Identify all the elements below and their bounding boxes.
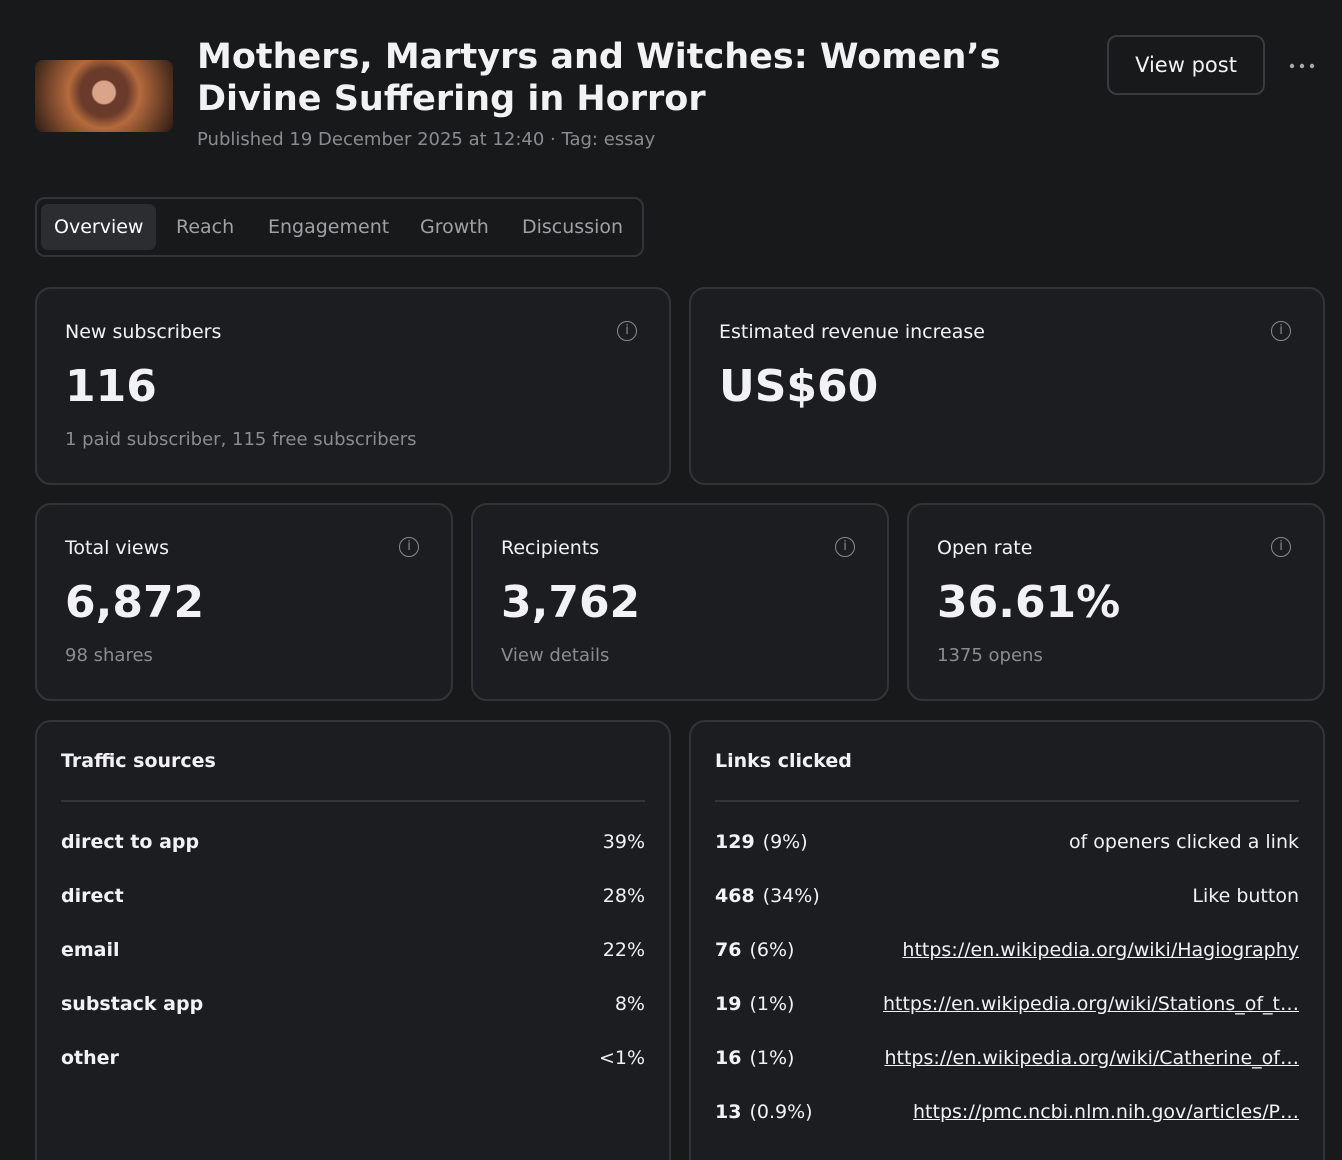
info-icon[interactable]: i bbox=[617, 321, 637, 341]
click-count: 468 (34%) bbox=[715, 881, 820, 911]
source-name: direct bbox=[61, 885, 124, 907]
stat-value: 116 bbox=[65, 361, 157, 412]
list-row: direct to app 39% bbox=[61, 827, 645, 857]
divider bbox=[715, 800, 1299, 802]
source-share: 8% bbox=[614, 993, 645, 1015]
tab[interactable]: Engagement bbox=[268, 216, 390, 238]
stat-label: New subscribers bbox=[65, 321, 222, 343]
click-count: 13 (0.9%) bbox=[715, 1097, 813, 1127]
traffic-card: Traffic sources direct to app 39% direct 28%… bbox=[35, 720, 671, 1160]
stat-card: Open rate 36.61% 1375 opens i bbox=[907, 503, 1325, 701]
list-row: 13 (0.9%) https://pmc.ncbi.nlm.nih.gov/art… bbox=[715, 1097, 1299, 1127]
stat-note: 1375 opens bbox=[937, 645, 1043, 666]
stat-note: 98 shares bbox=[65, 645, 153, 666]
list-row: 16 (1%) https://en.wikipedia.org/wiki/Cath… bbox=[715, 1043, 1299, 1073]
link-url[interactable]: https://en.wikipedia.org/wiki/Catherine_… bbox=[884, 1047, 1299, 1069]
stat-label: Open rate bbox=[937, 537, 1033, 559]
percent: (6%) bbox=[749, 939, 795, 961]
list-row: substack app 8% bbox=[61, 989, 645, 1019]
count: 19 bbox=[715, 993, 742, 1015]
stat-card: Total views 6,872 98 shares i bbox=[35, 503, 453, 701]
card-title: Links clicked bbox=[715, 750, 852, 772]
post-title: Mothers, Martyrs and Witches: Women’s Di… bbox=[197, 37, 1001, 119]
stat-card: Estimated revenue increase US$60 i bbox=[689, 287, 1325, 485]
info-icon[interactable]: i bbox=[399, 537, 419, 557]
divider bbox=[61, 800, 645, 802]
percent: (34%) bbox=[762, 885, 820, 907]
stat-value: 36.61% bbox=[937, 577, 1121, 628]
stat-label: Recipients bbox=[501, 537, 600, 559]
stat-card: New subscribers 116 1 paid subscriber, 115… bbox=[35, 287, 671, 485]
count: 16 bbox=[715, 1047, 742, 1069]
list-row: 129 (9%) of openers clicked a link bbox=[715, 827, 1299, 857]
info-icon[interactable]: i bbox=[1271, 537, 1291, 557]
link-url[interactable]: https://pmc.ncbi.nlm.nih.gov/articles/P… bbox=[913, 1101, 1299, 1123]
link-label: Like button bbox=[1192, 885, 1299, 907]
percent: (0.9%) bbox=[749, 1101, 813, 1123]
links-card: Links clicked 129 (9%) of openers clicked a… bbox=[689, 720, 1325, 1160]
source-share: 22% bbox=[602, 939, 645, 961]
source-name: direct to app bbox=[61, 831, 200, 853]
source-share: <1% bbox=[598, 1047, 645, 1069]
stat-note[interactable]: View details bbox=[501, 645, 610, 666]
view-post-button[interactable]: View post bbox=[1107, 35, 1265, 95]
more-menu-button[interactable] bbox=[1286, 52, 1318, 80]
percent: (9%) bbox=[762, 831, 808, 853]
tab[interactable]: Reach bbox=[176, 216, 235, 238]
click-count: 76 (6%) bbox=[715, 935, 794, 965]
stat-label: Total views bbox=[65, 537, 170, 559]
card-title: Traffic sources bbox=[61, 750, 216, 772]
post-meta: Published 19 December 2025 at 12:40 · Ta… bbox=[197, 129, 656, 150]
list-row: 468 (34%) Like button bbox=[715, 881, 1299, 911]
list-row: 76 (6%) https://en.wikipedia.org/wiki/Hagi… bbox=[715, 935, 1299, 965]
percent: (1%) bbox=[749, 993, 795, 1015]
list-row: 19 (1%) https://en.wikipedia.org/wiki/Stat… bbox=[715, 989, 1299, 1019]
list-row: other <1% bbox=[61, 1043, 645, 1073]
stat-label: Estimated revenue increase bbox=[719, 321, 985, 343]
info-icon[interactable]: i bbox=[835, 537, 855, 557]
click-count: 129 (9%) bbox=[715, 827, 808, 857]
list-row: email 22% bbox=[61, 935, 645, 965]
link-label: of openers clicked a link bbox=[1068, 831, 1299, 853]
percent: (1%) bbox=[749, 1047, 795, 1069]
tab[interactable]: Overview bbox=[41, 204, 157, 250]
stat-value: 6,872 bbox=[65, 577, 205, 628]
count: 468 bbox=[715, 885, 755, 907]
source-name: other bbox=[61, 1047, 119, 1069]
stat-value: 3,762 bbox=[501, 577, 641, 628]
count: 76 bbox=[715, 939, 742, 961]
more-icon bbox=[1289, 63, 1315, 69]
source-share: 39% bbox=[602, 831, 645, 853]
link-url[interactable]: https://en.wikipedia.org/wiki/Stations_o… bbox=[882, 993, 1299, 1015]
tab[interactable]: Discussion bbox=[522, 216, 624, 238]
source-name: email bbox=[61, 939, 120, 961]
click-count: 19 (1%) bbox=[715, 989, 794, 1019]
tab-bar: Overview Reach Engagement Growth Discussion bbox=[35, 197, 644, 257]
tab[interactable]: Growth bbox=[420, 216, 489, 238]
stat-value: US$60 bbox=[719, 361, 879, 412]
link-url[interactable]: https://en.wikipedia.org/wiki/Hagiograph… bbox=[902, 939, 1299, 961]
list-row: direct 28% bbox=[61, 881, 645, 911]
info-icon[interactable]: i bbox=[1271, 321, 1291, 341]
source-name: substack app bbox=[61, 993, 204, 1015]
post-thumbnail bbox=[35, 60, 173, 132]
stat-note: 1 paid subscriber, 115 free subscribers bbox=[65, 429, 417, 450]
source-share: 28% bbox=[602, 885, 645, 907]
count: 13 bbox=[715, 1101, 742, 1123]
count: 129 bbox=[715, 831, 755, 853]
stat-card: Recipients 3,762 View details i bbox=[471, 503, 889, 701]
click-count: 16 (1%) bbox=[715, 1043, 794, 1073]
